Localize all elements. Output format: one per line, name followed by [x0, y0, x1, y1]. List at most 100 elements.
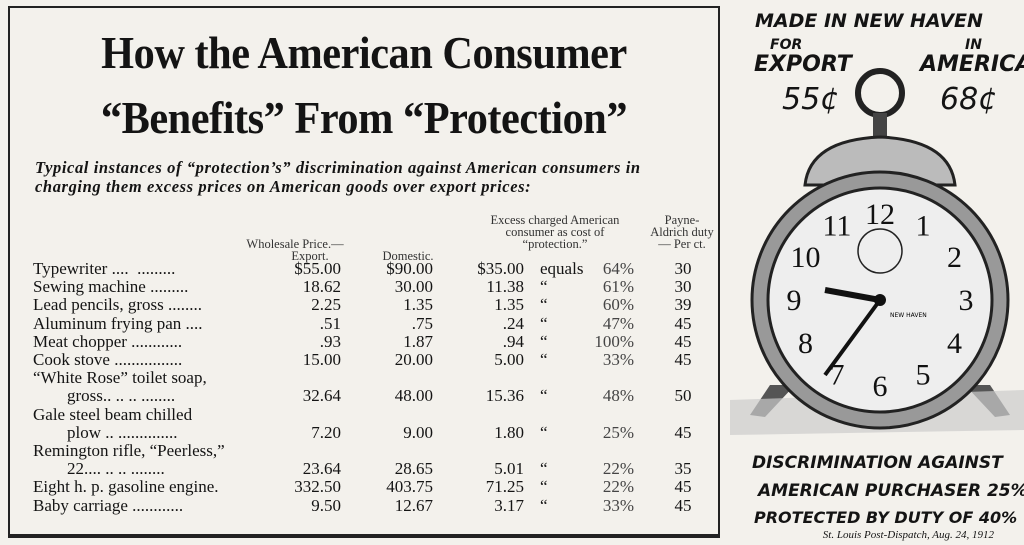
cell-eq: “ [540, 350, 548, 369]
cell-item: Meat chopper ............ [33, 331, 183, 351]
ad-export: EXPORT [754, 52, 852, 77]
clock-numeral: 8 [798, 327, 813, 360]
intro-text: Typical instances of “protection’s” disc… [35, 158, 641, 196]
cell-excess: 11.38 [486, 277, 524, 297]
cell-item: gross.. .. .. ........ [33, 386, 176, 406]
cell-export: $55.00 [294, 259, 341, 278]
clock-numeral: 11 [823, 210, 852, 243]
cell-domestic: 28.65 [394, 459, 433, 479]
cell-pct: 22% [602, 459, 634, 479]
cell-pct: 64% [602, 259, 634, 278]
cell-pct: 22% [602, 477, 634, 497]
cell-domestic: 1.87 [403, 331, 433, 351]
ad-america: AMERICA [920, 52, 1024, 77]
minute-hand [823, 298, 882, 377]
cell-pct: 33% [602, 495, 634, 515]
cell-eq: “ [540, 459, 548, 479]
cell-pct: 47% [602, 313, 634, 333]
cell-duty: 45 [674, 350, 692, 369]
table-row: gross.. .. .. ........ 32.64 48.00 15.36 “ 48… [0, 387, 720, 405]
headline-line-1: How the American Consumer [101, 27, 627, 78]
cell-excess: 1.35 [494, 295, 524, 315]
cell-item: Aluminum frying pan .... [33, 313, 203, 333]
article-box [8, 6, 720, 538]
clock-numeral: 2 [947, 241, 962, 274]
cell-export: 7.20 [311, 422, 341, 442]
cell-eq: “ [540, 313, 548, 333]
cell-excess: 5.01 [494, 459, 524, 479]
cell-pct: 33% [602, 350, 634, 369]
cell-eq: “ [540, 422, 548, 442]
cell-duty: 39 [674, 295, 692, 315]
table-row: Aluminum frying pan .... .51 .75 .24 “ 47% 45 [0, 313, 720, 333]
cell-duty: 45 [674, 422, 692, 442]
cell-domestic: .75 [411, 313, 433, 333]
cell-export: .51 [319, 313, 341, 333]
clock-numeral: 9 [787, 284, 802, 317]
ad-headline: MADE IN NEW HAVEN [755, 10, 983, 32]
ad-line-3: PROTECTED BY DUTY OF 40% [754, 508, 1018, 527]
cell-excess: .24 [502, 313, 524, 333]
ad-america-price: 68¢ [940, 82, 998, 117]
header-duty: Payne-Aldrich duty— Per ct. [650, 213, 714, 251]
cell-excess: 15.36 [485, 386, 524, 406]
cell-domestic: 30.00 [394, 277, 433, 297]
cell-pct: 100% [594, 331, 634, 351]
cell-eq: “ [540, 331, 548, 351]
cell-item: Cook stove ................ [33, 350, 183, 369]
cell-export: 23.64 [302, 459, 341, 479]
cell-duty: 35 [674, 459, 692, 479]
cell-domestic: 9.00 [403, 422, 433, 442]
header-wholesale: Wholesale Price.— [246, 237, 344, 251]
cell-export: 9.50 [311, 495, 341, 515]
table-row: Baby carriage ............ 9.50 12.67 3.17 “… [0, 495, 720, 515]
clock-numeral: 6 [873, 370, 888, 403]
cell-duty: 45 [674, 477, 692, 497]
cell-item: Typewriter .... ......... [33, 259, 176, 278]
clock-advertisement: MADE IN NEW HAVEN FOR EXPORT 55¢ IN AMER… [730, 0, 1024, 545]
cell-domestic: 403.75 [386, 477, 433, 497]
header-domestic: Domestic. [382, 249, 434, 263]
ad-export-price: 55¢ [782, 82, 840, 117]
cell-eq: “ [540, 295, 548, 315]
clock-numeral: 12 [865, 198, 895, 231]
cell-duty: 30 [674, 277, 692, 297]
cell-item: plow .. .............. [33, 422, 178, 442]
table-row: Sewing machine ......... 18.62 30.00 11.38 “… [0, 278, 720, 296]
table-row: Lead pencils, gross ........ 2.25 1.35 1.35… [0, 296, 720, 314]
cell-excess: 71.25 [485, 477, 524, 497]
cell-eq: “ [540, 386, 548, 406]
cell-export: .93 [319, 331, 341, 351]
cell-item: Baby carriage ............ [33, 495, 184, 515]
cell-export: 2.25 [311, 295, 341, 315]
cell-domestic: 48.00 [394, 386, 433, 406]
clock-numeral: 3 [959, 284, 974, 317]
ad-line-1: DISCRIMINATION AGAINST [752, 453, 1003, 473]
cell-pct: 61% [602, 277, 634, 297]
source-caption: St. Louis Post-Dispatch, Aug. 24, 1912 [822, 529, 994, 541]
cell-export: 15.00 [302, 350, 341, 369]
cell-pct: 60% [602, 295, 634, 315]
header-excess: Excess charged American consumer as cost… [490, 213, 620, 251]
cell-excess: 1.80 [494, 422, 524, 442]
table-row: Cook stove ................ 15.00 20.00 5.0… [0, 351, 720, 369]
table-row: Typewriter .... ......... $55.00 $90.00 $35… [0, 260, 720, 278]
cell-domestic: $90.00 [386, 259, 433, 278]
table-row: Meat chopper ............ .93 1.87 .94 “ 100%… [0, 331, 720, 351]
cell-domestic: 12.67 [394, 495, 433, 515]
cell-eq: “ [540, 477, 548, 497]
cell-pct: 25% [602, 422, 634, 442]
hour-hand [824, 287, 881, 303]
cell-excess: 3.17 [494, 495, 524, 515]
cell-domestic: 1.35 [403, 295, 433, 315]
cell-item: Gale steel beam chilled [33, 404, 193, 424]
ad-for: FOR [770, 37, 803, 53]
header-export: Export. [291, 249, 329, 263]
cell-eq: “ [540, 495, 548, 515]
cell-duty: 45 [674, 331, 692, 351]
cell-excess: $35.00 [477, 259, 524, 278]
cell-duty: 45 [674, 495, 692, 515]
clock-numeral: 10 [791, 241, 821, 274]
cell-eq: equals [540, 259, 584, 278]
